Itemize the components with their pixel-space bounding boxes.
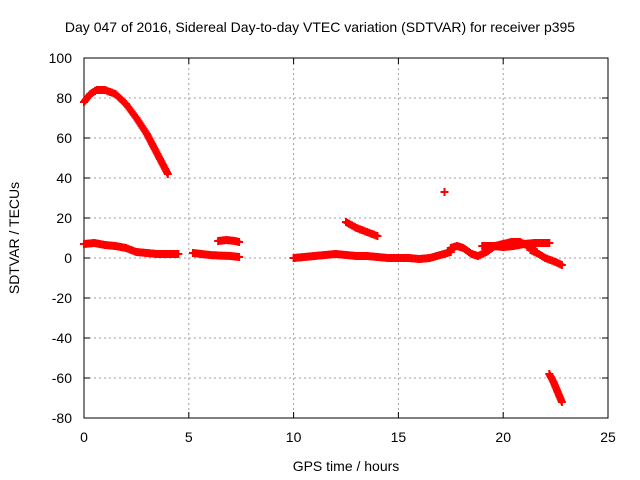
y-tick-label: 80	[56, 90, 72, 106]
data-points	[80, 86, 566, 406]
data-point	[440, 188, 449, 196]
series-arc-7	[440, 188, 449, 196]
y-tick-label: 40	[56, 170, 72, 186]
x-tick-label: 20	[495, 429, 511, 445]
data-point	[373, 232, 382, 240]
x-tick-label: 10	[286, 429, 302, 445]
series-arc-5	[289, 248, 455, 263]
x-tick-label: 25	[600, 429, 616, 445]
data-point	[174, 250, 183, 258]
series-arc-6	[342, 218, 382, 240]
data-point	[235, 253, 244, 261]
grid-lines	[84, 58, 608, 418]
data-point	[557, 261, 566, 269]
data-point	[235, 238, 244, 246]
series-arc-1	[80, 86, 172, 178]
y-tick-label: 0	[64, 250, 72, 266]
y-tick-label: -80	[52, 410, 72, 426]
series-arc-3	[188, 249, 244, 261]
y-tick-label: 20	[56, 210, 72, 226]
x-tick-label: 5	[185, 429, 193, 445]
series-arc-11	[545, 370, 566, 406]
series-arc-9	[478, 239, 554, 251]
chart-title: Day 047 of 2016, Sidereal Day-to-day VTE…	[64, 19, 576, 35]
data-point	[163, 170, 172, 178]
y-tick-label: -40	[52, 330, 72, 346]
data-point	[557, 398, 566, 406]
series-arc-2	[80, 239, 183, 258]
x-axis-label: GPS time / hours	[293, 458, 400, 474]
y-axis-label: SDTVAR / TECUs	[6, 182, 22, 294]
plot-frame	[83, 57, 609, 419]
series-arc-10	[526, 246, 566, 269]
data-point	[545, 239, 554, 247]
x-tick-label: 0	[80, 429, 88, 445]
y-tick-label: -20	[52, 290, 72, 306]
y-tick-label: -60	[52, 370, 72, 386]
x-tick-label: 15	[391, 429, 407, 445]
y-tick-label: 100	[49, 50, 73, 66]
series-arc-4	[214, 236, 244, 246]
axis-ticks	[83, 57, 609, 419]
tick-labels: 0 5 10 15 20 25 -80 -60 -40 -20 0 20 40 60 80 100	[49, 50, 616, 445]
y-tick-label: 60	[56, 130, 72, 146]
